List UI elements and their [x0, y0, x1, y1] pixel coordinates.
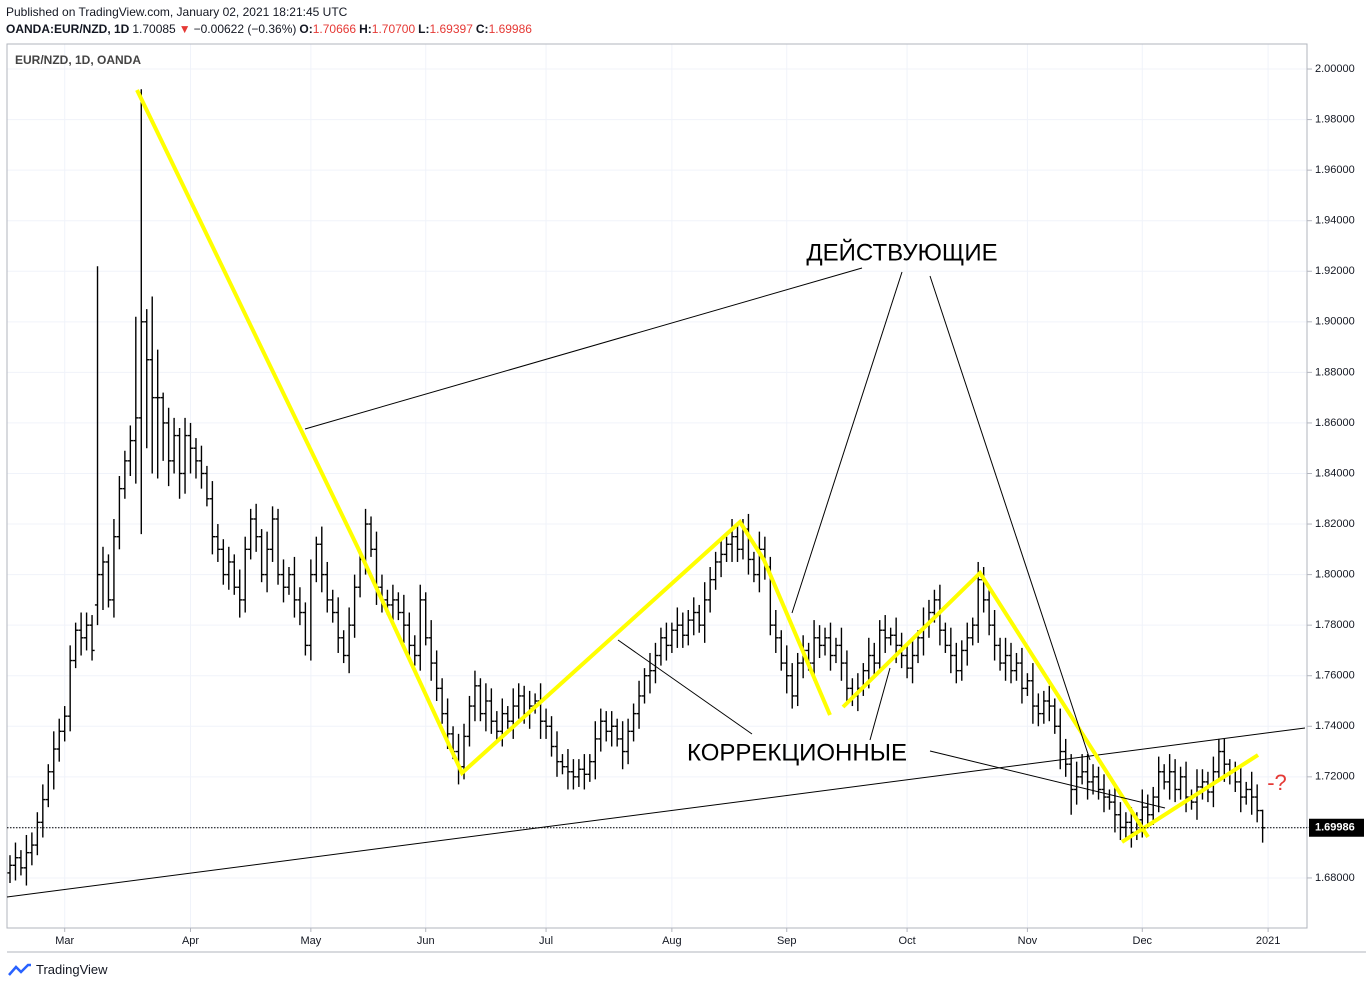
ohlc-value: 1.70666 — [312, 22, 357, 36]
yellow-wave — [841, 569, 1150, 839]
x-tick-label: 2021 — [1256, 935, 1280, 947]
x-tick-label: Dec — [1133, 935, 1153, 947]
y-tick-label: 1.96000 — [1315, 164, 1355, 176]
pointer-line — [617, 639, 753, 735]
quote-line: OANDA:EUR/NZD, 1D 1.70085 ▼ −0.00622 (−0.36… — [6, 21, 538, 38]
drawings — [6, 89, 1306, 898]
y-tick-label: 1.94000 — [1315, 215, 1355, 227]
bars — [7, 89, 1266, 886]
pointer-line — [791, 271, 903, 614]
pointer-line — [929, 275, 1091, 761]
pointer-line — [869, 667, 891, 741]
x-tick-label: Jul — [539, 935, 553, 947]
y-tick-label: 1.84000 — [1315, 467, 1355, 479]
last-price-box — [1309, 818, 1364, 837]
footer: TradingView — [8, 962, 108, 977]
x-tick-label: Mar — [55, 935, 74, 947]
ohlc-label: H: — [359, 22, 372, 36]
ohlc-label: O: — [299, 22, 313, 36]
ohlc-value: 1.69397 — [429, 22, 473, 36]
x-tick-label: Apr — [182, 935, 199, 947]
y-tick-label: 1.86000 — [1315, 417, 1355, 429]
y-tick-label: 1.80000 — [1315, 569, 1355, 581]
ohlc: O:1.70666 H:1.70700 L:1.69397 C:1.69986 — [299, 22, 535, 36]
y-tick-label: 1.76000 — [1315, 670, 1355, 682]
change: −0.00622 (−0.36%) — [193, 22, 297, 36]
x-tick-label: Sep — [777, 935, 797, 947]
x-tick-label: Oct — [899, 935, 916, 947]
y-tick-label: 1.98000 — [1315, 113, 1355, 125]
y-tick-label: 1.72000 — [1315, 771, 1355, 783]
y-tick-label: 1.90000 — [1315, 316, 1355, 328]
annotation: -? — [1267, 770, 1287, 795]
x-tick-label: May — [300, 935, 321, 947]
y-tick-label: 1.88000 — [1315, 366, 1355, 378]
y-tick-label: 1.68000 — [1315, 872, 1355, 884]
x-tick-label: Jun — [417, 935, 435, 947]
y-tick-label: 1.82000 — [1315, 518, 1355, 530]
pointer-line — [304, 267, 863, 430]
ohlc-label: L: — [418, 22, 430, 36]
y-tick-label: 2.00000 — [1315, 63, 1355, 75]
grid — [7, 44, 1307, 928]
logo — [8, 963, 31, 976]
arrow: ▼ — [178, 22, 191, 36]
pointer-line — [929, 750, 1166, 809]
ohlc-label: C: — [475, 22, 489, 36]
symbol: OANDA:EUR/NZD, 1D — [6, 22, 130, 36]
y-tick-label: 1.78000 — [1315, 619, 1355, 631]
x-tick-label: Nov — [1018, 935, 1038, 947]
annotation: ДЕЙСТВУЮЩИЕ — [806, 238, 997, 266]
published: Published on TradingView.com, January 02… — [6, 5, 348, 19]
last: 1.70085 — [132, 22, 176, 36]
y-tick-label: 1.92000 — [1315, 265, 1355, 277]
trend-line — [6, 727, 1306, 898]
ohlc-value: 1.69986 — [488, 22, 532, 36]
y-tick-label: 1.74000 — [1315, 720, 1355, 732]
ohlc-value: 1.70700 — [371, 22, 416, 36]
annotation: КОРРЕКЦИОННЫЕ — [687, 739, 907, 766]
header: Published on TradingView.com, January 02… — [6, 4, 538, 38]
plot-frame — [6, 43, 1308, 929]
chart-label: EUR/NZD, 1D, OANDA — [15, 53, 141, 67]
last-price-label: 1.69986 — [1315, 822, 1355, 834]
x-tick-label: Aug — [662, 935, 682, 947]
brand: TradingView — [36, 962, 108, 977]
yellow-wave — [135, 89, 832, 777]
